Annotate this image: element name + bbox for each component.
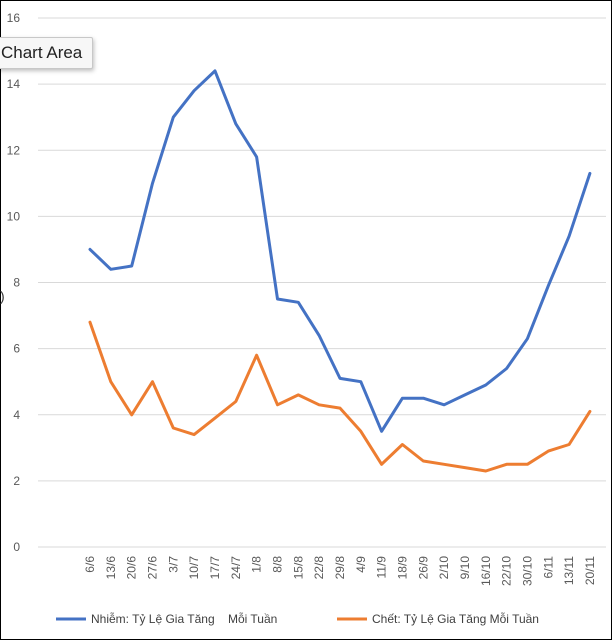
x-tick-label: 24/7 bbox=[229, 556, 243, 580]
x-tick-label: 16/10 bbox=[479, 556, 493, 586]
series-lines[interactable] bbox=[88, 69, 592, 473]
y-tick-label: 8 bbox=[13, 276, 20, 290]
legend-label-deaths: Chết: Tỷ Lệ Gia Tăng Mỗi Tuần bbox=[372, 611, 539, 626]
x-tick-label: 3/7 bbox=[166, 556, 180, 573]
legend[interactable]: Nhiễm: Tỷ Lệ Gia Tăng Mỗi Tuần Chết: Tỷ … bbox=[56, 611, 539, 626]
x-tick-label: 29/8 bbox=[333, 556, 347, 580]
x-tick-label: 22/8 bbox=[312, 556, 326, 580]
x-tick-label: 6/11 bbox=[541, 556, 555, 579]
gridlines bbox=[38, 17, 606, 548]
chart-area-tooltip: Chart Area bbox=[0, 37, 94, 69]
y-tick-label: 2 bbox=[13, 474, 20, 488]
y-axis-tick-labels: 0 2 4 6 8 10 12 14 16 bbox=[7, 11, 21, 554]
x-tick-label: 4/9 bbox=[354, 556, 368, 573]
x-tick-label: 2/10 bbox=[437, 556, 451, 580]
x-tick-label: 9/10 bbox=[458, 556, 472, 580]
x-tick-label: 17/7 bbox=[208, 556, 222, 580]
x-tick-label: 20/11 bbox=[583, 556, 597, 585]
x-tick-label: 8/8 bbox=[270, 556, 284, 573]
legend-label-infections: Nhiễm: Tỷ Lệ Gia Tăng Mỗi Tuần bbox=[91, 611, 277, 626]
x-tick-label: 18/9 bbox=[395, 556, 409, 580]
x-tick-label: 30/10 bbox=[520, 556, 534, 586]
axis-title-fragment: ) bbox=[0, 288, 5, 304]
legend-item-infections[interactable]: Nhiễm: Tỷ Lệ Gia Tăng Mỗi Tuần bbox=[56, 611, 277, 626]
y-tick-label: 14 bbox=[7, 77, 21, 91]
x-tick-label: 11/9 bbox=[375, 556, 389, 579]
x-tick-label: 6/6 bbox=[83, 556, 97, 573]
legend-item-deaths[interactable]: Chết: Tỷ Lệ Gia Tăng Mỗi Tuần bbox=[337, 611, 539, 626]
x-axis-tick-labels: 6/6 13/6 20/6 27/6 3/7 10/7 17/7 24/7 1/8 8/8 15/8… bbox=[83, 556, 597, 586]
x-tick-label: 26/9 bbox=[416, 556, 430, 580]
y-tick-label: 4 bbox=[13, 408, 20, 422]
x-tick-label: 1/8 bbox=[250, 556, 264, 573]
x-tick-label: 10/7 bbox=[187, 556, 201, 580]
x-tick-label: 20/6 bbox=[125, 556, 139, 580]
x-tick-label: 13/11 bbox=[562, 556, 576, 585]
series-line-infections[interactable] bbox=[88, 69, 592, 433]
x-tick-label: 13/6 bbox=[104, 556, 118, 580]
x-tick-label: 22/10 bbox=[500, 556, 514, 586]
y-tick-label: 12 bbox=[7, 143, 21, 157]
y-tick-label: 6 bbox=[13, 342, 20, 356]
x-tick-label: 27/6 bbox=[145, 556, 159, 580]
y-tick-label: 0 bbox=[13, 540, 20, 554]
series-line-deaths[interactable] bbox=[88, 320, 592, 473]
x-tick-label: 15/8 bbox=[291, 556, 305, 580]
y-tick-label: 10 bbox=[7, 209, 21, 223]
y-tick-label: 16 bbox=[7, 11, 21, 25]
